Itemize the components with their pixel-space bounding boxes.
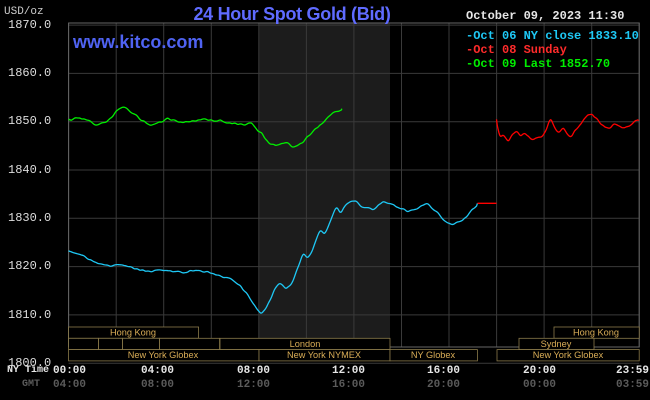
svg-text:New York NYMEX: New York NYMEX [287, 350, 361, 360]
svg-text:Hong Kong: Hong Kong [573, 328, 619, 338]
svg-text:Hong Kong: Hong Kong [110, 328, 156, 338]
svg-text:London: London [290, 339, 321, 349]
svg-text:New York Globex: New York Globex [533, 350, 604, 360]
svg-text:NY Globex: NY Globex [411, 350, 456, 360]
svg-text:New York Globex: New York Globex [128, 350, 199, 360]
svg-text:Sydney: Sydney [541, 339, 572, 349]
